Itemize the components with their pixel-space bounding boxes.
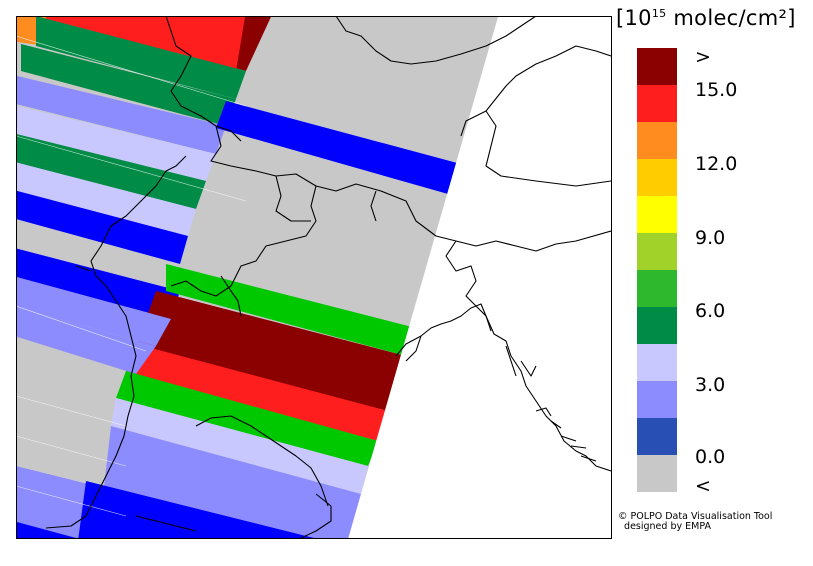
colorbar-swatch	[637, 381, 677, 418]
pixel-band	[16, 266, 171, 346]
pixel-band	[16, 456, 96, 538]
legend-label-over: >	[695, 46, 711, 68]
credit-line-1: © POLPO Data Visualisation Tool	[618, 511, 773, 522]
pixel-band	[16, 16, 46, 46]
pixel-band	[136, 291, 406, 411]
legend-label-12: 12.0	[695, 153, 738, 175]
pixel-band	[16, 238, 180, 319]
pixel-band	[21, 44, 236, 126]
colorbar-swatch	[637, 122, 677, 159]
pixel-band	[116, 371, 378, 466]
colorbar-swatch	[637, 196, 677, 233]
colorbar-swatch	[637, 233, 677, 270]
pixel-band	[36, 16, 246, 99]
satellite-swath	[16, 16, 504, 538]
unit-suffix: molec/cm²]	[666, 6, 796, 30]
pixel-band	[16, 96, 216, 181]
map-panel[interactable]	[16, 16, 611, 538]
pixel-band	[76, 481, 346, 538]
colorbar-swatch	[637, 455, 677, 492]
legend-label-3: 3.0	[695, 374, 726, 396]
pixel-band	[16, 296, 156, 374]
colorbar-swatch	[637, 85, 677, 122]
colorbar-swatch	[637, 307, 677, 344]
colorbar-swatch	[637, 344, 677, 381]
legend-label-0: 0.0	[695, 446, 726, 468]
legend-unit: [1015 molec/cm²]	[616, 6, 796, 30]
pixel-band	[126, 344, 388, 441]
colorbar-swatch	[637, 418, 677, 455]
pixel-band	[16, 511, 76, 538]
colorbar-swatch	[637, 48, 677, 85]
pixel-band	[16, 124, 206, 209]
country-borders	[45, 16, 611, 538]
legend-label-6: 6.0	[695, 300, 726, 322]
map-canvas	[16, 16, 611, 538]
pixel-band	[16, 66, 226, 154]
legend-label-9: 9.0	[695, 227, 726, 249]
credit-line-2: designed by EMPA	[618, 521, 711, 532]
pixel-band	[111, 398, 368, 494]
unit-exponent: 15	[651, 7, 667, 20]
coastline	[135, 303, 611, 532]
pixel-band	[16, 152, 196, 236]
legend-label-under: <	[695, 475, 711, 497]
unit-prefix: [10	[616, 6, 652, 30]
pixel-band	[16, 180, 188, 264]
legend-label-15: 15.0	[695, 79, 738, 101]
colorbar-swatch	[637, 270, 677, 307]
colorbar-swatch	[637, 159, 677, 196]
pixel-band	[216, 101, 461, 194]
credit-text: © POLPO Data Visualisation Tool designed…	[618, 512, 772, 532]
